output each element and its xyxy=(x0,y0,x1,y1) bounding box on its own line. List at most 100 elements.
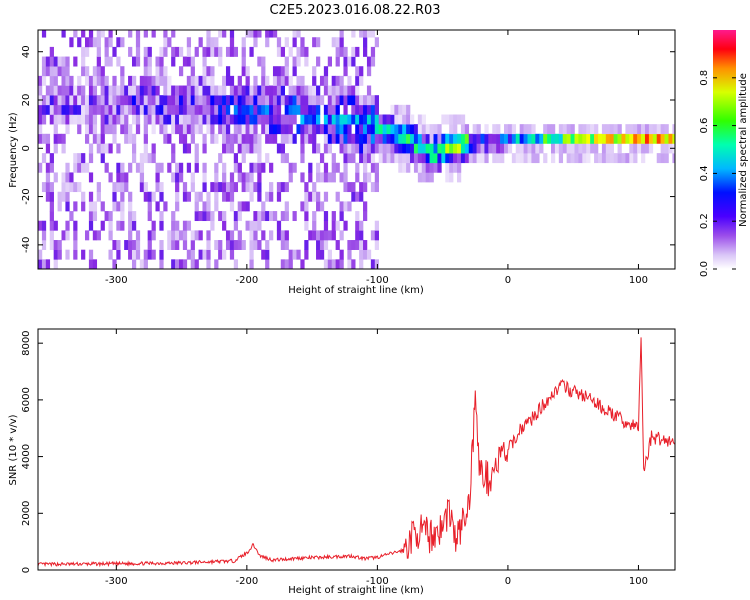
heatmap-cell xyxy=(49,153,54,164)
heatmap-cell xyxy=(288,75,293,86)
heatmap-cell xyxy=(406,114,411,125)
heatmap-cell xyxy=(327,114,332,125)
heatmap-cell xyxy=(410,143,415,154)
heatmap-cell xyxy=(265,211,270,222)
heatmap-cell xyxy=(182,191,188,202)
heatmap-cell xyxy=(276,104,282,115)
heatmap-cell xyxy=(41,220,47,231)
heatmap-cell xyxy=(253,95,258,106)
heatmap-cell xyxy=(214,95,219,106)
heatmap-cell xyxy=(194,191,199,202)
heatmap-cell xyxy=(272,104,278,115)
heatmap-cell xyxy=(194,153,199,164)
heatmap-cell xyxy=(304,220,309,231)
heatmap-cell xyxy=(562,143,567,154)
heatmap-cell xyxy=(249,143,254,154)
heatmap-cell xyxy=(210,133,215,144)
heatmap-cell xyxy=(554,133,560,144)
heatmap-cell xyxy=(112,104,117,115)
heatmap-cell xyxy=(343,172,348,183)
heatmap-cell xyxy=(280,85,286,96)
heatmap-cell xyxy=(625,153,630,164)
heatmap-cell xyxy=(214,162,219,173)
heatmap-cell xyxy=(464,124,470,135)
heatmap-cell xyxy=(92,124,98,135)
heatmap-cell xyxy=(92,114,98,125)
heatmap-cell xyxy=(613,153,618,164)
heatmap-cell xyxy=(202,143,207,154)
heatmap-cell xyxy=(652,124,658,135)
heatmap-cell xyxy=(316,124,321,135)
heatmap-cell xyxy=(69,182,74,193)
heatmap-cell xyxy=(261,201,266,212)
heatmap-cell xyxy=(178,114,184,125)
heatmap-cell xyxy=(335,133,340,144)
heatmap-cell xyxy=(210,95,215,106)
heatmap-cell xyxy=(359,124,364,135)
heatmap-cell xyxy=(81,66,86,77)
heatmap-cell xyxy=(206,30,211,38)
heatmap-cell xyxy=(61,66,66,77)
heatmap-cell xyxy=(178,95,184,106)
heatmap-cell xyxy=(147,66,152,77)
heatmap-cell xyxy=(241,153,246,164)
snr-xtick-label: 100 xyxy=(629,576,648,587)
heatmap-cell xyxy=(241,133,246,144)
heatmap-cell xyxy=(331,162,336,173)
heatmap-cell xyxy=(222,85,227,96)
heatmap-cell xyxy=(343,124,348,135)
heatmap-cell xyxy=(194,230,199,241)
heatmap-cell xyxy=(214,191,219,202)
heatmap-cell xyxy=(343,162,348,173)
heatmap-cell xyxy=(257,240,262,250)
heatmap-cell xyxy=(81,46,86,57)
heatmap-cell xyxy=(402,114,407,125)
heatmap-cell xyxy=(327,249,332,260)
heatmap-cell xyxy=(245,143,250,154)
heatmap-cell xyxy=(206,259,211,269)
heatmap-cell xyxy=(190,249,195,260)
heatmap-cell xyxy=(53,172,58,183)
heatmap-cell xyxy=(570,143,575,154)
heatmap-cell xyxy=(108,37,113,48)
heatmap-cell xyxy=(656,133,661,144)
heatmap-cell xyxy=(335,75,340,86)
heatmap-cell xyxy=(594,153,599,164)
heatmap-cell xyxy=(363,240,368,250)
heatmap-cell xyxy=(312,143,317,154)
heatmap-cell xyxy=(92,75,98,86)
heatmap-cell xyxy=(84,37,90,48)
heatmap-cell xyxy=(476,153,481,164)
heatmap-cell xyxy=(429,153,434,164)
heatmap-cell xyxy=(574,133,579,144)
heatmap-cell xyxy=(128,133,133,144)
heatmap-cell xyxy=(88,85,94,96)
heatmap-cell xyxy=(550,133,556,144)
heatmap-cell xyxy=(41,95,47,106)
heatmap-cell xyxy=(269,133,274,144)
heatmap-cell xyxy=(139,259,145,269)
heatmap-cell xyxy=(175,162,180,173)
heatmap-cell xyxy=(159,249,164,260)
heatmap-cell xyxy=(84,46,90,57)
heatmap-cell xyxy=(237,124,242,135)
heatmap-cell xyxy=(194,211,199,222)
heatmap-cell xyxy=(378,133,383,144)
heatmap-cell xyxy=(331,95,336,106)
heatmap-cell xyxy=(284,56,289,67)
heatmap-cell xyxy=(558,133,564,144)
heatmap-cell xyxy=(45,95,51,106)
heatmap-cell xyxy=(374,104,379,115)
heatmap-cell xyxy=(155,162,160,173)
heatmap-cell xyxy=(343,114,348,125)
heatmap-cell xyxy=(327,133,332,144)
heatmap-cell xyxy=(312,75,317,86)
heatmap-cell xyxy=(319,172,325,183)
heatmap-cell xyxy=(198,75,203,86)
heatmap-cell xyxy=(331,153,336,164)
heatmap-cell xyxy=(265,95,270,106)
figure-title: C2E5.2023.016.08.22.R03 xyxy=(269,3,440,18)
heatmap-cell xyxy=(53,240,58,250)
heatmap-cell xyxy=(225,124,231,135)
